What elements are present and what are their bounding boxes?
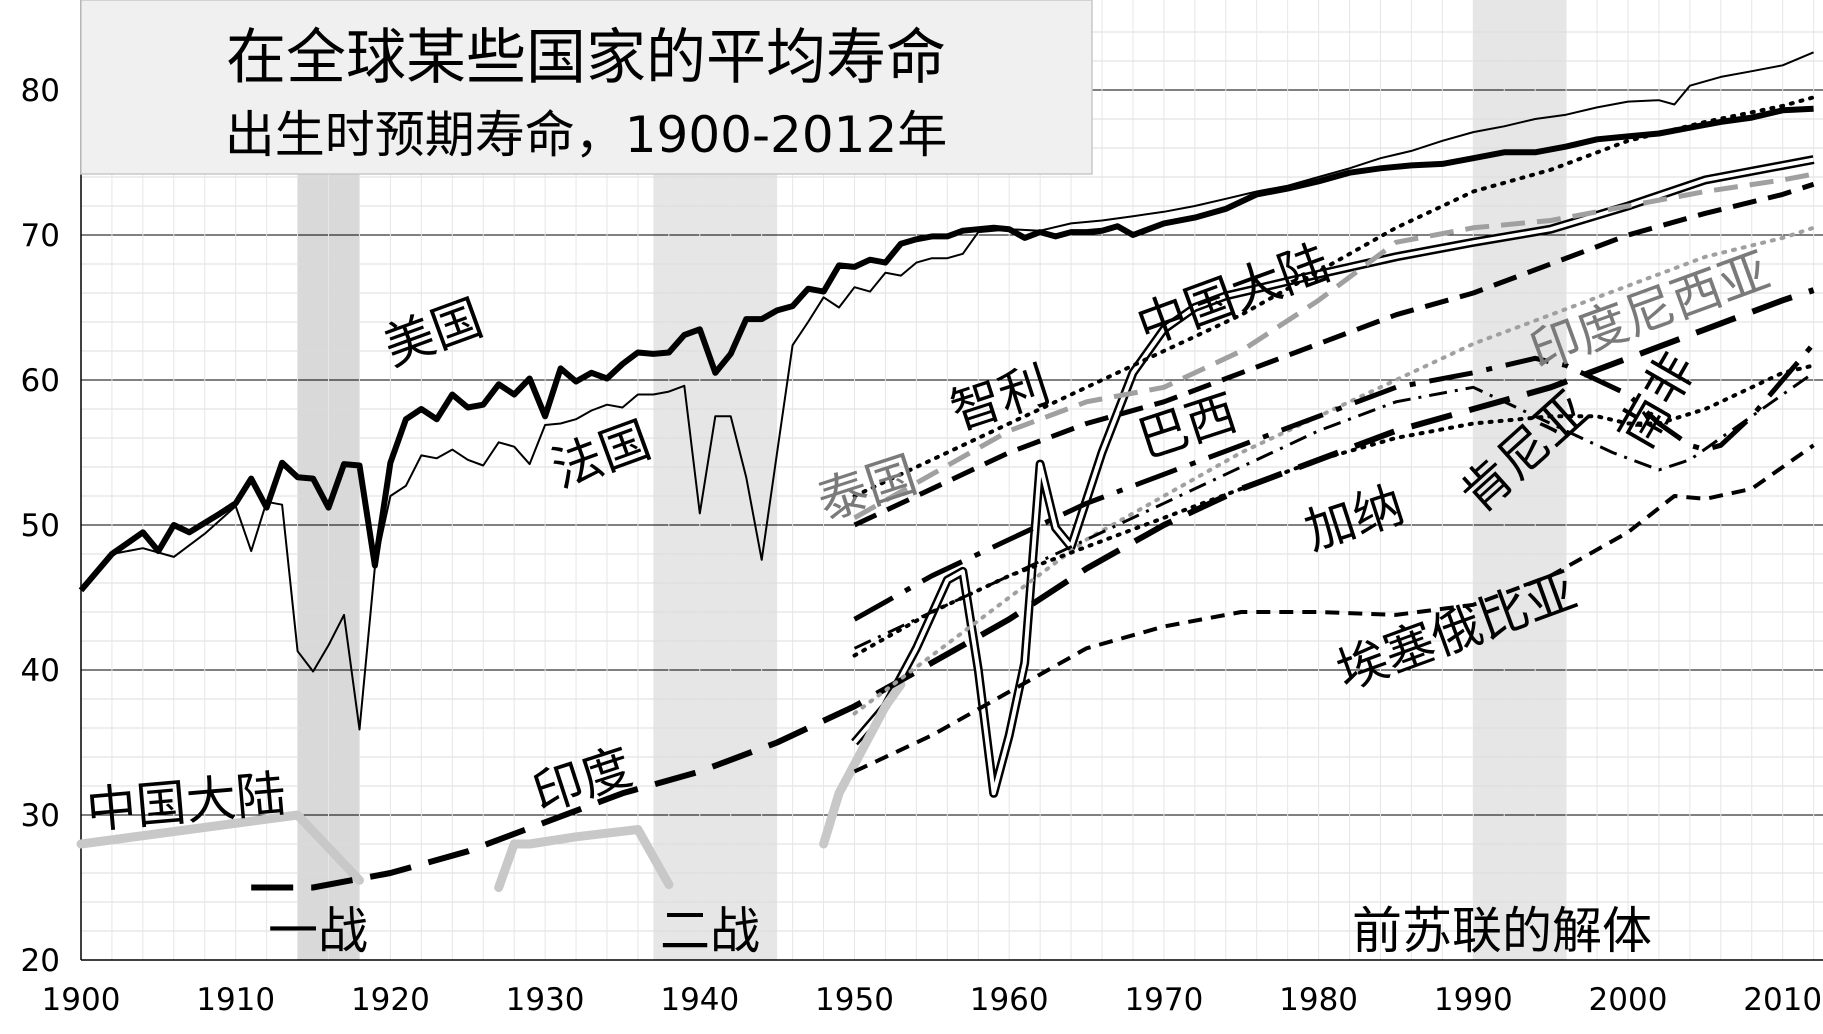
series-5 [494,825,674,892]
series-3 [851,155,1815,798]
series-line [853,171,1815,520]
y-tick-label: 60 [21,363,60,399]
series-line [819,680,906,849]
series-line [76,810,364,885]
series-line [852,225,1816,716]
y-tick-label: 80 [21,73,60,109]
series-line [852,363,1816,658]
x-tick-label: 1980 [1279,982,1358,1018]
series-line-inner [852,157,1814,796]
series-line [852,95,1816,498]
annotation-usa: 美国 [376,289,490,378]
x-tick-label: 1920 [351,982,430,1018]
series-13 [853,371,1815,650]
series-line [80,51,1814,731]
annotation-china-mainland: 中国大陆 [1129,233,1337,356]
x-tick-label: 2000 [1589,982,1668,1018]
series-lines [76,51,1816,892]
x-tick-label: 1950 [815,982,894,1018]
series-1 [78,105,1814,593]
annotation-ghana: 加纳 [1298,475,1411,561]
series-line [78,105,1814,593]
title-background [80,0,1093,175]
series-4 [76,810,364,885]
tick-labels: 1900 1910 1920 1930 1940 1950 1960 1970 1980 1990… [21,73,1823,1018]
series-15 [853,443,1815,774]
series-8 [852,95,1816,498]
chart-subtitle: 出生时预期寿命，1900-2012年 [225,106,948,164]
annotation-brazil: 巴西 [1131,383,1244,469]
series-10 [853,181,1815,528]
series-14 [853,342,1816,622]
annotation-india: 印度 [526,737,639,823]
series-line [853,181,1815,528]
annotation-ww1: 一战 [268,902,368,960]
series-line [251,287,1815,891]
series-line [494,825,674,892]
chart-title: 在全球某些国家的平均寿命 [226,23,946,93]
y-tick-label: 20 [21,943,60,979]
x-tick-label: 1940 [660,982,739,1018]
y-tick-label: 40 [21,653,60,689]
series-line [853,443,1815,774]
series-9 [853,171,1815,520]
x-tick-label: 1990 [1434,982,1513,1018]
x-tick-label: 1900 [42,982,121,1018]
series-7 [251,287,1815,891]
annotation-ussr-dissolution: 前苏联的解体 [1352,902,1652,960]
y-tick-label: 70 [21,218,60,254]
x-tick-label: 1910 [196,982,275,1018]
annotation-china-mainland-early: 中国大陆 [84,765,288,840]
series-12 [852,363,1816,658]
title-box: 在全球某些国家的平均寿命 出生时预期寿命，1900-2012年 [80,0,1093,175]
annotation-ww2: 二战 [660,902,760,960]
series-2 [80,51,1814,731]
y-tick-label: 30 [21,798,60,834]
series-11 [852,225,1816,716]
x-tick-label: 1960 [970,982,1049,1018]
x-tick-label: 1970 [1124,982,1203,1018]
y-tick-label: 50 [21,508,60,544]
x-tick-label: 1930 [506,982,585,1018]
series-6 [819,680,906,849]
shaded-period-3 [1473,0,1567,960]
annotation-thailand: 泰国 [811,445,924,531]
series-line [853,371,1815,650]
x-tick-label: 2010 [1743,982,1822,1018]
series-line [853,342,1816,622]
